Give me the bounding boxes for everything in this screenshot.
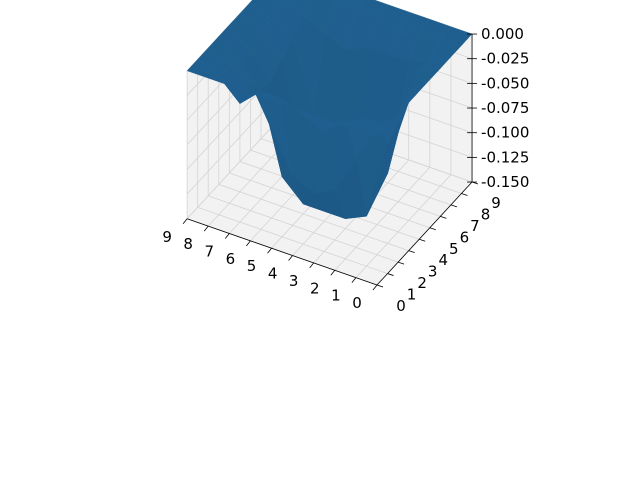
x-tick-mark [267,247,272,254]
floor-gridline-y [208,195,399,263]
z-axis-ticks: 0.000 -0.025 -0.050 -0.075 -0.100 -0.125 -0.15… [467,25,529,191]
x-tick-mark [182,218,188,225]
y-tick-label: 2 [417,274,427,292]
floor-gridline-x [355,174,452,278]
x-tick-label: 1 [331,287,341,305]
y-tick-mark [419,238,426,242]
x-axis-line [186,218,378,286]
y-tick-mark [397,261,405,265]
y-tick-label: 4 [438,251,448,269]
x-tick-mark [330,270,336,276]
x-tick-label: 5 [247,257,257,275]
surface-patch [355,117,388,138]
y-tick-mark [387,273,394,276]
y-tick-mark [450,204,458,208]
y-tick-label: 9 [491,194,501,212]
z-tick-label: -0.125 [481,148,529,166]
y-tick-label: 1 [407,286,417,304]
x-tick-mark [351,277,357,283]
floor-gridline-x [334,167,431,271]
y-tick-label: 7 [470,217,480,235]
x-tick-label: 0 [352,294,362,312]
x-tick-mark [246,240,251,247]
y-tick-label: 3 [428,263,438,281]
x-tick-mark [309,262,315,269]
y-tick-label: 8 [481,205,491,223]
x-tick-label: 7 [205,242,215,260]
x-tick-label: 4 [268,265,278,283]
x-tick-label: 8 [183,235,193,253]
y-axis-line [376,181,473,286]
z-tick-label: -0.100 [481,124,529,142]
z-tick-label: -0.050 [481,74,529,92]
y-tick-mark [429,227,436,231]
x-tick-label: 9 [162,228,172,246]
left-wall-gridline-z [186,115,283,220]
surface-mesh [186,0,473,220]
y-tick-label: 6 [460,228,470,246]
y-tick-label: 0 [396,297,406,315]
x-tick-label: 6 [226,250,236,268]
y-tick-mark [408,250,415,254]
x-tick-label: 3 [289,272,299,290]
x-tick-label: 2 [310,279,320,297]
floor-gridline-y [218,184,409,252]
floor-gridline-y [197,206,388,274]
x-tick-mark [288,255,293,261]
x-tick-mark [224,233,230,239]
y-tick-label: 5 [449,240,459,258]
y-tick-mark [440,215,447,219]
z-tick-label: 0.000 [481,25,524,43]
y-tick-mark [376,284,384,288]
z-tick-label: -0.025 [481,50,529,68]
z-tick-label: -0.150 [481,173,529,191]
x-tick-mark [203,225,209,232]
y-tick-mark [461,193,468,196]
z-tick-label: -0.075 [481,99,529,117]
x-tick-mark [372,284,378,291]
